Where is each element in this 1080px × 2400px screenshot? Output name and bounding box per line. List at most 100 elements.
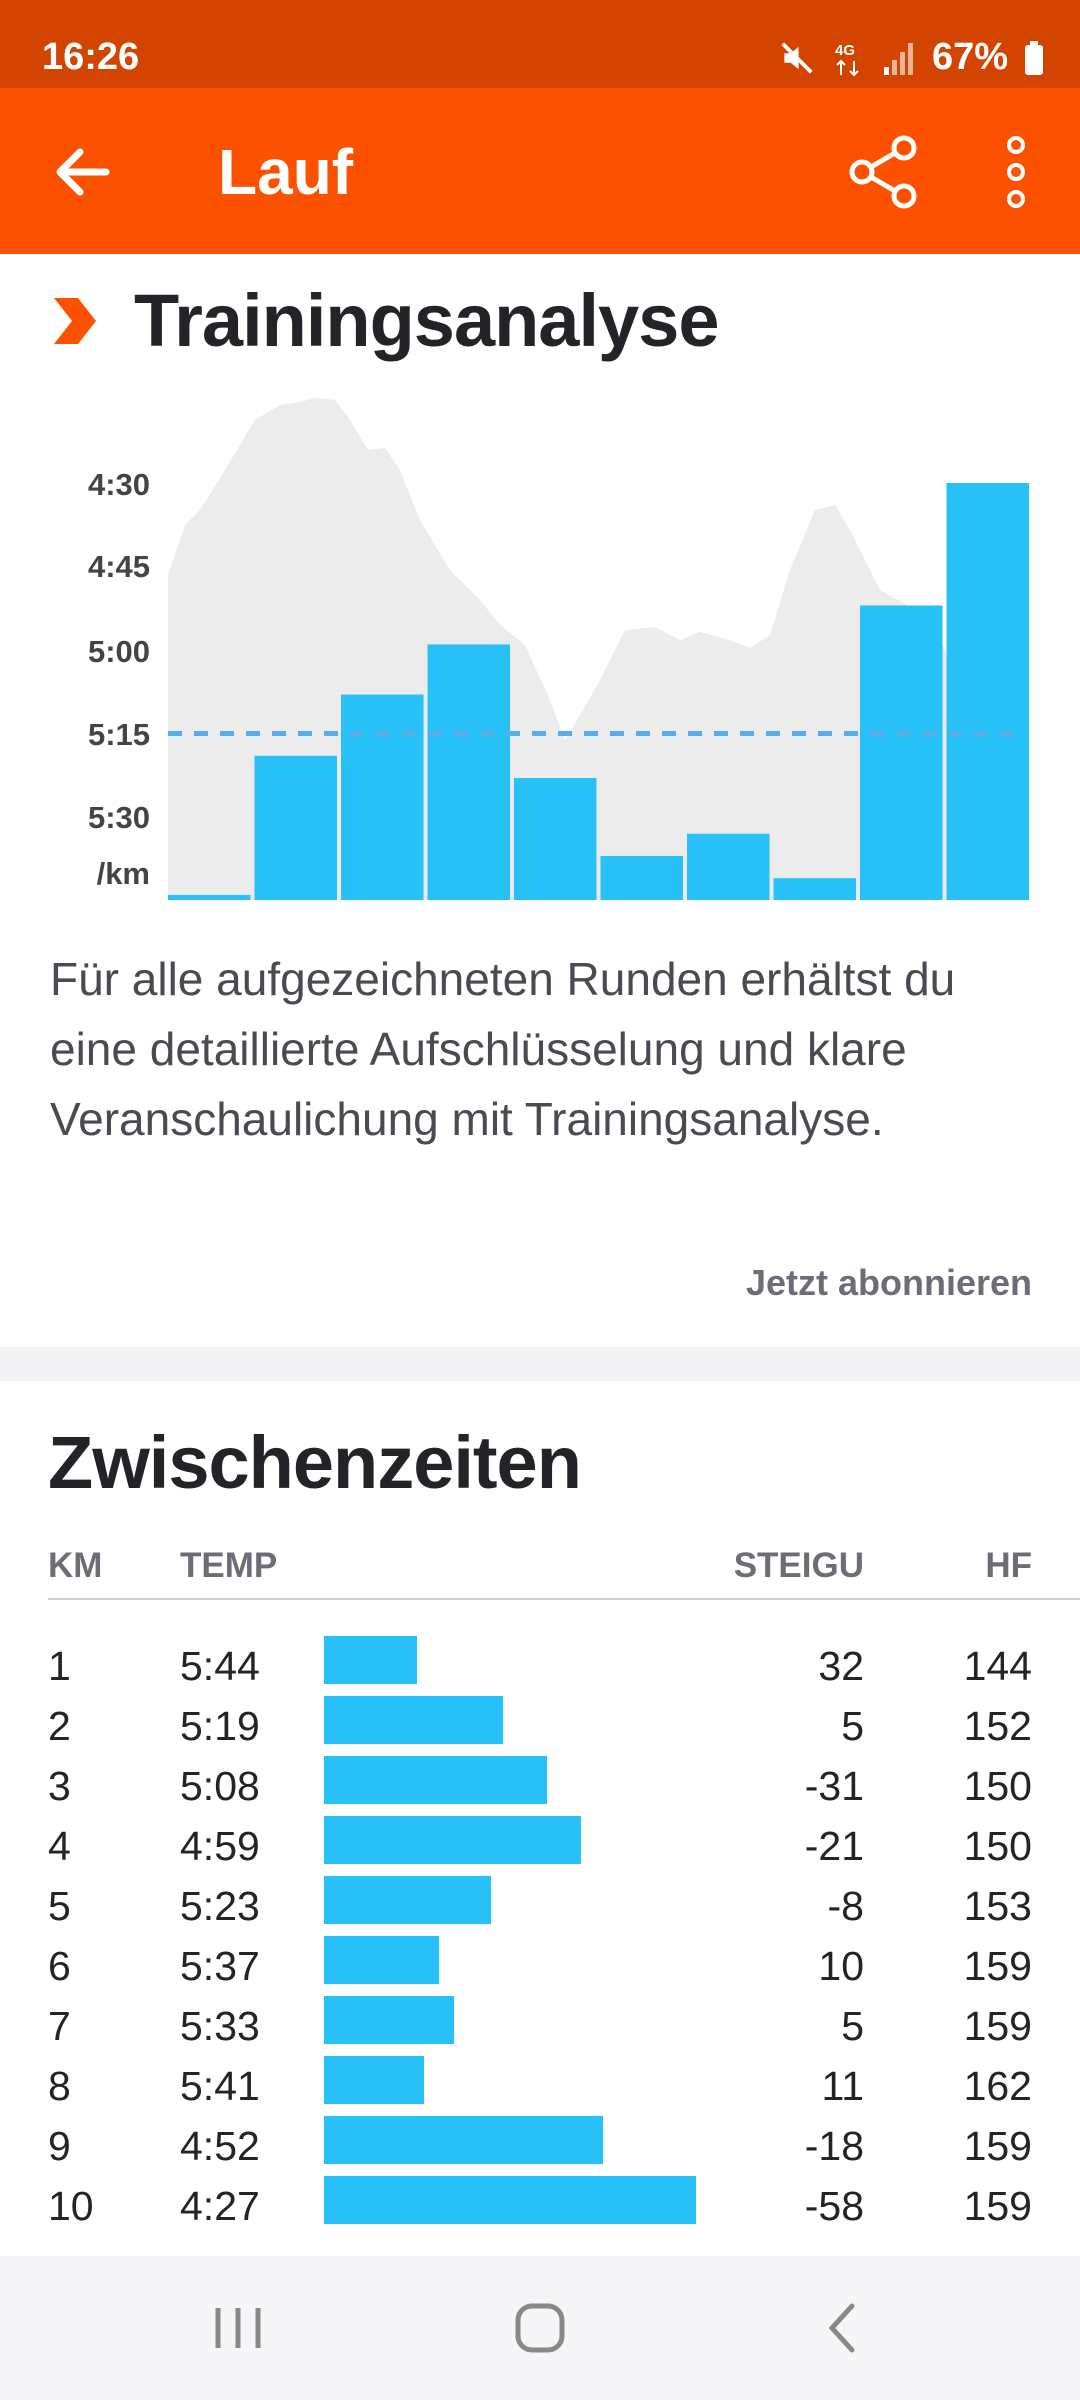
split-heart-rate: 150 xyxy=(963,1823,1032,1869)
split-heart-rate: 150 xyxy=(963,1763,1032,1809)
pace-chart: 4:30 4:45 5:00 5:15 5:30 /km xyxy=(88,398,1029,900)
split-km: 5 xyxy=(48,1883,71,1929)
split-km: 9 xyxy=(48,2123,71,2169)
header-hr: HF xyxy=(985,1546,1032,1585)
network-type-icon: 4G xyxy=(835,42,859,76)
split-pace-bar xyxy=(324,1936,439,1984)
y-tick-label: 5:15 xyxy=(88,717,150,752)
split-row: 1 5:44 32 144 xyxy=(48,1634,1080,1694)
split-pace-bar xyxy=(324,1816,581,1864)
split-pace: 4:27 xyxy=(180,2183,260,2229)
split-elevation: 5 xyxy=(841,1703,864,1749)
split-pace-bar xyxy=(324,1996,454,2044)
network-type-label: 4G xyxy=(835,42,855,59)
analysis-title: Trainingsanalyse xyxy=(134,279,719,362)
split-pace-bar xyxy=(324,1636,417,1684)
pace-bar-km-2 xyxy=(254,755,337,900)
split-elevation: -18 xyxy=(804,2123,864,2169)
split-row: 5 5:23 -8 153 xyxy=(48,1874,1080,1934)
pace-bar-km-4 xyxy=(427,644,510,900)
split-pace: 4:52 xyxy=(180,2123,260,2169)
split-pace-bar xyxy=(324,2176,696,2224)
chevron-right-icon xyxy=(54,297,96,344)
split-pace: 5:37 xyxy=(180,1943,260,1989)
pace-bar-km-6 xyxy=(600,855,683,900)
split-pace: 5:41 xyxy=(180,2063,260,2109)
split-row: 2 5:19 5 152 xyxy=(48,1694,1080,1754)
pace-bar-km-1 xyxy=(168,894,251,900)
split-heart-rate: 162 xyxy=(963,2063,1032,2109)
recent-apps-icon xyxy=(215,2308,261,2348)
split-km: 7 xyxy=(48,2003,71,2049)
pace-bar-km-3 xyxy=(341,694,424,900)
split-pace: 5:23 xyxy=(180,1883,260,1929)
split-pace-bar xyxy=(324,2116,603,2164)
share-icon xyxy=(849,135,917,209)
split-km: 10 xyxy=(48,2183,94,2229)
share-button[interactable] xyxy=(844,130,928,214)
split-km: 1 xyxy=(48,1643,71,1689)
split-heart-rate: 152 xyxy=(963,1703,1032,1749)
mute-icon xyxy=(781,41,813,74)
analysis-description: Für alle aufgezeichneten Runden erhältst… xyxy=(50,953,956,1145)
split-pace-bar xyxy=(324,1756,547,1804)
back-button[interactable] xyxy=(44,132,124,212)
header-km: KM xyxy=(48,1546,103,1585)
app-title: Lauf xyxy=(218,136,354,208)
more-vertical-icon xyxy=(1007,136,1025,208)
battery-icon xyxy=(1025,40,1043,75)
split-elevation: 10 xyxy=(818,1943,864,1989)
split-elevation: -21 xyxy=(804,1823,864,1869)
split-pace-bar xyxy=(324,1876,491,1924)
split-heart-rate: 153 xyxy=(963,1883,1032,1929)
header-pace: TEMP xyxy=(180,1546,278,1585)
split-pace: 5:33 xyxy=(180,2003,260,2049)
y-tick-label: 5:30 xyxy=(88,800,150,835)
pace-bar-km-9 xyxy=(860,605,943,900)
split-pace: 4:59 xyxy=(180,1823,260,1869)
recent-apps-button[interactable] xyxy=(198,2296,278,2360)
split-pace-bar xyxy=(324,1696,503,1744)
split-heart-rate: 159 xyxy=(963,2183,1032,2229)
split-km: 8 xyxy=(48,2063,71,2109)
split-elevation: 32 xyxy=(818,1643,864,1689)
split-pace: 5:19 xyxy=(180,1703,260,1749)
pace-bar-km-7 xyxy=(687,833,770,900)
split-row: 6 5:37 10 159 xyxy=(48,1934,1080,1994)
nav-back-button[interactable] xyxy=(802,2296,882,2360)
split-elevation: 11 xyxy=(821,2063,864,2109)
split-row: 8 5:41 11 162 xyxy=(48,2054,1080,2114)
pace-bar-km-10 xyxy=(946,483,1029,900)
subscribe-link[interactable]: Jetzt abonnieren xyxy=(745,1262,1032,1303)
home-button[interactable] xyxy=(500,2296,580,2360)
split-pace-bar xyxy=(324,2056,424,2104)
system-nav-bar xyxy=(0,2256,1080,2400)
arrow-left-icon xyxy=(56,148,110,196)
status-icons: 4G 67% xyxy=(778,36,1044,79)
home-icon xyxy=(515,2303,565,2353)
split-row: 9 4:52 -18 159 xyxy=(48,2114,1080,2174)
more-options-button[interactable] xyxy=(988,130,1044,214)
splits-title: Zwischenzeiten xyxy=(48,1421,582,1504)
split-elevation: -31 xyxy=(804,1763,864,1809)
split-km: 2 xyxy=(48,1703,71,1749)
split-heart-rate: 144 xyxy=(963,1643,1032,1689)
y-tick-label: 5:00 xyxy=(88,634,150,669)
split-row: 7 5:33 5 159 xyxy=(48,1994,1080,2054)
split-km: 6 xyxy=(48,1943,71,1989)
split-elevation: 5 xyxy=(841,2003,864,2049)
pace-bar-km-8 xyxy=(773,878,856,900)
y-tick-label: 4:30 xyxy=(88,467,150,502)
split-pace: 5:44 xyxy=(180,1643,260,1689)
y-tick-label: 4:45 xyxy=(88,549,150,584)
split-heart-rate: 159 xyxy=(963,1943,1032,1989)
splits-list: 1 5:44 32 144 2 5:19 5 152 3 5:08 -31 150 4 4:59 -21 15… xyxy=(48,1634,1080,2234)
pace-bar-km-5 xyxy=(514,778,597,900)
status-bar: 16:26 4G 67% xyxy=(0,0,1080,88)
split-pace: 5:08 xyxy=(180,1763,260,1809)
header-elevation: STEIGU xyxy=(733,1546,864,1585)
back-icon xyxy=(828,2303,855,2353)
battery-percent: 67% xyxy=(931,36,1008,78)
splits-header: KM TEMP STEIGU HF xyxy=(48,1540,1080,1600)
split-heart-rate: 159 xyxy=(963,2003,1032,2049)
